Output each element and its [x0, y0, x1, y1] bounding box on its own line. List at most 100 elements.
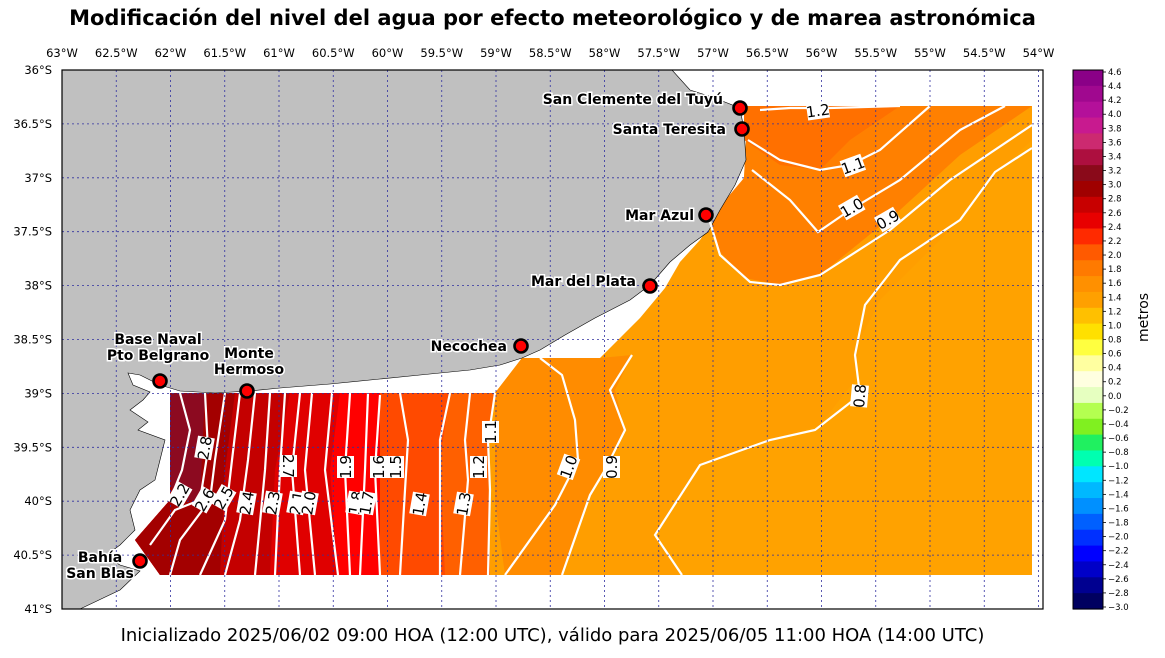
contour-labels: 1.21.11.0 0.90.82.82.72.62.52.4 2.32.2 2.12… — [166, 100, 903, 517]
latitude-ticks: 36°S 36.5°S 37°S 37.5°S 38°S 38.5°S 39°S 39.5°S… — [13, 63, 52, 616]
colorbar-tick-label: −0.6 — [1108, 434, 1129, 444]
longitude-ticks: 63°W 62.5°W 62°W 61.5°W 61°W 60.5°W 60°W 59.5°W… — [46, 46, 1054, 60]
colorbar-tick-label: −2.2 — [1108, 547, 1129, 557]
colorbar-tick-label: 0.4 — [1108, 364, 1122, 374]
contour-label: 2.7 — [279, 454, 297, 478]
contour-label: 0.8 — [850, 383, 870, 408]
lat-tick-label: 41°S — [24, 602, 52, 616]
lon-tick-label: 62.5°W — [95, 46, 138, 60]
svg-text:1.6: 1.6 — [370, 455, 388, 479]
contour-lines — [149, 104, 1033, 576]
colorbar-tick-label: 3.8 — [1108, 124, 1122, 134]
colorbar-tick-label: −2.0 — [1108, 533, 1129, 543]
land-mass — [62, 70, 747, 609]
station-label: Santa Teresita — [613, 122, 726, 138]
colorbar-swatch — [1073, 387, 1103, 404]
colorbar-swatch — [1073, 529, 1103, 547]
colorbar-tick-label: 0.6 — [1108, 350, 1122, 360]
lat-tick-label: 37°S — [24, 171, 52, 185]
colorbar-swatch — [1073, 70, 1103, 87]
colorbar-tick-label: 3.2 — [1108, 167, 1122, 177]
colorbar-tick-label: 1.2 — [1108, 307, 1122, 317]
svg-text:2.3: 2.3 — [262, 490, 284, 517]
tide-stations: San Clemente del Tuyú Santa Teresita Mar A… — [65, 91, 750, 584]
station-label: Mar del Plata — [531, 274, 636, 290]
contour-label: 0.9 — [603, 455, 621, 479]
colorbar-tick-label: −1.6 — [1108, 504, 1129, 514]
colorbar-tick-label: 1.4 — [1108, 293, 1122, 303]
colorbar-tick-label: 2.8 — [1108, 195, 1122, 205]
svg-text:0.8: 0.8 — [850, 383, 870, 408]
contour-label: 1.9 — [337, 455, 355, 479]
colorbar-tick-label: 1.8 — [1108, 265, 1122, 275]
station-label: San Blas — [66, 566, 134, 582]
svg-text:0.9: 0.9 — [603, 455, 621, 479]
lon-tick-label: 62°W — [155, 46, 187, 60]
colorbar — [1072, 69, 1104, 610]
station-marker[interactable]: Santa Teresita — [611, 121, 750, 140]
station-marker[interactable]: Necochea — [429, 338, 529, 357]
lat-tick-label: 37.5°S — [13, 225, 52, 239]
map-title: Modificación del nivel del agua por efec… — [69, 6, 1036, 30]
lon-tick-label: 58°W — [589, 46, 621, 60]
svg-text:1.9: 1.9 — [337, 455, 355, 479]
colorbar-swatch — [1073, 196, 1103, 214]
colorbar-tick-label: −1.0 — [1108, 462, 1129, 472]
colorbar-tick-label: 0.2 — [1108, 378, 1122, 388]
lon-tick-label: 59.5°W — [420, 46, 463, 60]
colorbar-tick-label: −3.0 — [1108, 603, 1129, 613]
colorbar-tick-label: −0.2 — [1108, 406, 1129, 416]
station-label: Base Naval — [114, 332, 201, 348]
colorbar-swatch — [1073, 434, 1103, 452]
colorbar-tick-label: 4.0 — [1108, 110, 1122, 120]
colorbar-tick-label: 4.4 — [1108, 82, 1122, 92]
station-label: San Clemente del Tuyú — [543, 92, 723, 108]
contour-label: 1.2 — [470, 455, 488, 479]
colorbar-tick-label: 2.4 — [1108, 223, 1122, 233]
colorbar-tick-label: 2.6 — [1108, 209, 1122, 219]
colorbar-swatch — [1073, 577, 1103, 594]
colorbar-swatch — [1073, 561, 1103, 578]
colorbar-tick-label: −2.8 — [1108, 589, 1129, 599]
lon-tick-label: 54.5°W — [963, 46, 1006, 60]
svg-text:1.3: 1.3 — [453, 491, 475, 518]
station-label: Hermoso — [214, 362, 285, 378]
colorbar-swatch — [1073, 165, 1103, 182]
colorbar-tick-label: −1.4 — [1108, 490, 1129, 500]
contour-label: 2.0 — [298, 490, 320, 517]
colorbar-swatch — [1073, 450, 1103, 467]
station-marker[interactable]: Mar Azul — [624, 207, 714, 226]
svg-text:2.0: 2.0 — [298, 490, 320, 517]
colorbar-swatch — [1073, 371, 1103, 388]
lon-tick-label: 54°W — [1023, 46, 1055, 60]
colorbar-tick-label: −2.6 — [1108, 575, 1129, 585]
colorbar-tick-label: −2.4 — [1108, 561, 1129, 571]
svg-text:1.1: 1.1 — [482, 420, 500, 444]
lon-tick-label: 55°W — [914, 46, 946, 60]
colorbar-swatch — [1073, 323, 1103, 341]
lon-tick-label: 57.5°W — [637, 46, 680, 60]
station-marker[interactable]: Mar del Plata — [530, 273, 658, 294]
colorbar-swatch — [1073, 307, 1103, 325]
colorbar-swatch — [1073, 291, 1103, 309]
colorbar-swatch — [1073, 180, 1103, 198]
svg-text:1.4: 1.4 — [409, 491, 431, 518]
colorbar-tick-label: 4.2 — [1108, 96, 1122, 106]
lon-tick-label: 59°W — [480, 46, 512, 60]
colorbar-tick-label: 0.8 — [1108, 336, 1122, 346]
colorbar-tick-label: 1.0 — [1108, 321, 1122, 331]
colorbar-swatch — [1073, 228, 1103, 245]
colorbar-swatch — [1073, 498, 1103, 515]
contour-label: 1.6 — [370, 455, 388, 479]
svg-text:2.7: 2.7 — [279, 454, 297, 478]
lat-tick-label: 40°S — [24, 494, 52, 508]
station-marker[interactable]: San Clemente del Tuyú — [541, 91, 748, 116]
contour-label: 2.3 — [262, 490, 284, 517]
lat-tick-label: 38°S — [24, 279, 52, 293]
contour-label: 1.3 — [453, 491, 475, 518]
colorbar-swatch — [1073, 276, 1103, 293]
lon-tick-label: 55.5°W — [854, 46, 897, 60]
